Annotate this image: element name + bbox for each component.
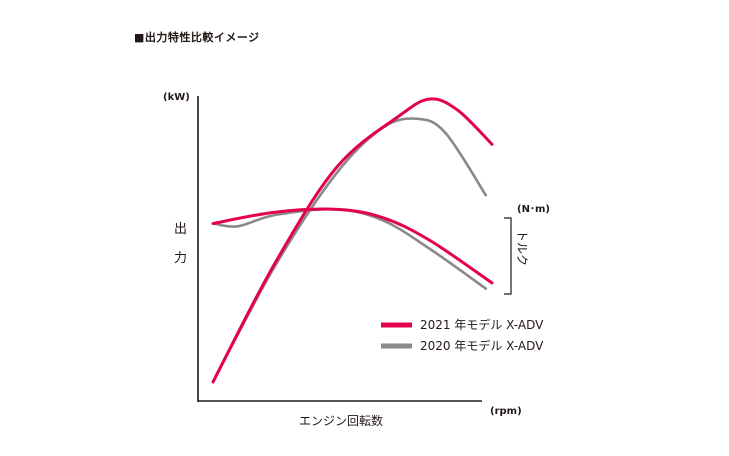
series-layer bbox=[211, 97, 494, 384]
y-left-label-char-2: 力 bbox=[174, 251, 187, 266]
y-left-label-char-1: 出 bbox=[174, 222, 187, 237]
x-axis-label: エンジン回転数 bbox=[299, 413, 383, 428]
chart-title: ■出力特性比較イメージ bbox=[134, 31, 260, 44]
legend-label-2021: 2021 年モデル X-ADV bbox=[420, 317, 544, 332]
series-2021-torque-line bbox=[211, 207, 494, 285]
y-right-label: トルク bbox=[515, 230, 529, 266]
y-left-unit: (kW) bbox=[163, 92, 190, 103]
series-2021-power-line bbox=[211, 97, 494, 384]
x-axis-unit: (rpm) bbox=[490, 406, 522, 417]
legend-label-2020: 2020 年モデル X-ADV bbox=[420, 338, 544, 353]
torque-bracket bbox=[504, 217, 512, 295]
legend: 2021 年モデル X-ADV 2020 年モデル X-ADV bbox=[381, 317, 544, 353]
y-right-unit: (N･m) bbox=[517, 204, 550, 215]
